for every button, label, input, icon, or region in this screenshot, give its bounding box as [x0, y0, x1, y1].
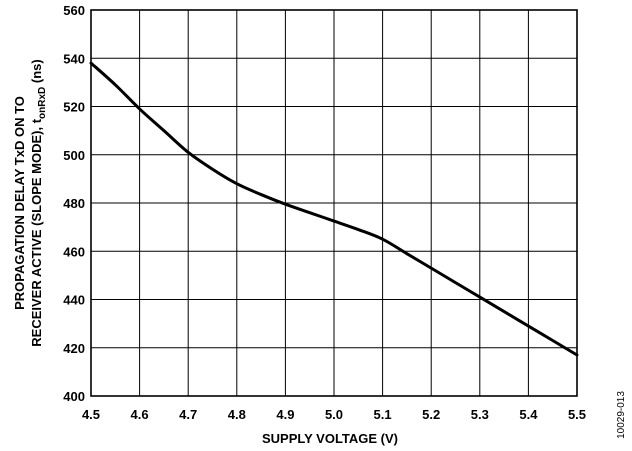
x-tick-label: 5.5 — [568, 407, 586, 422]
y-tick-label: 520 — [63, 100, 85, 115]
x-tick-label: 4.9 — [276, 407, 294, 422]
x-tick-label: 4.8 — [228, 407, 246, 422]
series-line — [89, 61, 579, 357]
x-tick-labels: 4.5 4.6 4.7 4.8 4.9 5.0 5.1 5.2 5.3 5.4 5.5 — [82, 407, 586, 422]
y-tick-label: 400 — [63, 389, 85, 404]
y-tick-label: 560 — [63, 3, 85, 18]
x-tick-label: 4.6 — [131, 407, 149, 422]
y-tick-labels: 400 420 440 460 480 500 520 540 560 — [63, 3, 85, 404]
y-axis-title-line2: RECEIVER ACTIVE (SLOPE MODE), tonRxD (ns… — [29, 59, 48, 346]
x-tick-label: 4.5 — [82, 407, 100, 422]
y-axis-title-subscript: onRxD — [37, 87, 48, 119]
x-tick-label: 5.2 — [422, 407, 440, 422]
x-tick-label: 5.1 — [374, 407, 392, 422]
figure-id: 10029-013 — [616, 391, 627, 439]
x-tick-label: 5.3 — [471, 407, 489, 422]
y-axis-title-suffix: (ns) — [29, 59, 44, 86]
y-tick-label: 420 — [63, 341, 85, 356]
x-tick-label: 5.4 — [519, 407, 538, 422]
y-tick-label: 460 — [63, 244, 85, 259]
plot-frame — [90, 9, 578, 397]
y-axis-title-prefix: RECEIVER ACTIVE (SLOPE MODE), t — [29, 118, 44, 346]
y-tick-label: 500 — [63, 148, 85, 163]
y-tick-label: 480 — [63, 196, 85, 211]
y-axis-title-line1: PROPAGATION DELAY TxD ON TO — [12, 96, 27, 310]
x-tick-label: 5.0 — [325, 407, 343, 422]
x-tick-label: 4.7 — [179, 407, 197, 422]
grid — [90, 9, 578, 397]
y-tick-label: 540 — [63, 51, 85, 66]
y-tick-label: 440 — [63, 293, 85, 308]
x-axis-title: SUPPLY VOLTAGE (V) — [262, 431, 398, 446]
